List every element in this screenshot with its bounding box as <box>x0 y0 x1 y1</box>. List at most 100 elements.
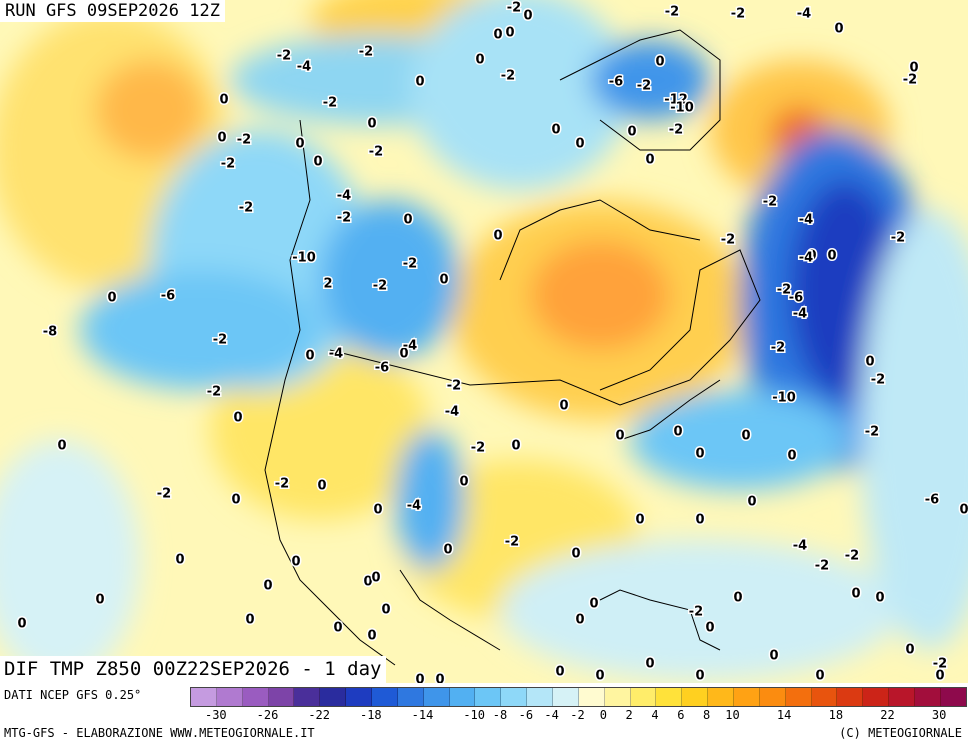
anomaly-fill <box>0 0 968 680</box>
contour-label: -4 <box>793 307 807 322</box>
contour-label: -2 <box>865 425 879 440</box>
scale-tick-label: 10 <box>725 708 740 722</box>
contour-label: 0 <box>371 571 380 586</box>
contour-label: -2 <box>731 7 745 22</box>
contour-label: 0 <box>769 649 778 664</box>
contour-label: 0 <box>367 629 376 644</box>
contour-label: -10 <box>670 101 694 116</box>
scale-swatch <box>915 688 941 706</box>
scale-tick-label: 22 <box>880 708 895 722</box>
contour-label: 0 <box>807 249 816 264</box>
contour-label: -2 <box>721 233 735 248</box>
scale-swatch <box>294 688 321 706</box>
scale-swatch <box>578 688 605 706</box>
contour-label: 0 <box>909 61 918 76</box>
scale-tick-label: 0 <box>599 708 607 722</box>
contour-label: 0 <box>905 643 914 658</box>
scale-swatch <box>501 688 528 706</box>
scale-swatch <box>423 688 450 706</box>
contour-label: 0 <box>245 613 254 628</box>
contour-label: -2 <box>239 201 253 216</box>
contour-label: -2 <box>207 385 221 400</box>
scale-tick-label: 4 <box>651 708 659 722</box>
scale-swatch <box>449 688 476 706</box>
contour-label: 0 <box>415 75 424 90</box>
scale-swatch <box>863 688 890 706</box>
scale-swatch <box>475 688 502 706</box>
contour-label: -6 <box>609 75 623 90</box>
contour-label: 0 <box>851 587 860 602</box>
contour-label: -6 <box>161 289 175 304</box>
scale-tick-label: -18 <box>359 708 382 722</box>
contour-label: -2 <box>665 5 679 20</box>
scale-swatch <box>397 688 424 706</box>
contour-label: -2 <box>157 487 171 502</box>
contour-label: 0 <box>551 123 560 138</box>
contour-label: 0 <box>571 547 580 562</box>
contour-label: -6 <box>789 291 803 306</box>
contour-label: -2 <box>471 441 485 456</box>
contour-label: -8 <box>43 325 57 340</box>
scale-swatch <box>785 688 812 706</box>
scale-swatch <box>682 688 709 706</box>
contour-label: 0 <box>523 9 532 24</box>
scale-swatch <box>553 688 579 706</box>
contour-label: 0 <box>511 439 520 454</box>
contour-label: 0 <box>305 349 314 364</box>
contour-label: -2 <box>237 133 251 148</box>
field-title: DIF TMP Z850 00Z22SEP2026 - 1 day <box>0 656 386 683</box>
contour-label: 0 <box>635 513 644 528</box>
contour-label: 0 <box>589 597 598 612</box>
contour-label: -2 <box>903 73 917 88</box>
scale-tick-label: -4 <box>544 708 559 722</box>
scale-tick-label: 14 <box>776 708 792 722</box>
contour-label: 0 <box>439 273 448 288</box>
footer-credit: MTG-GFS - ELABORAZIONE WWW.METEOGIORNALE… <box>4 726 315 740</box>
contour-label: 0 <box>959 503 968 518</box>
contour-label: 0 <box>295 137 304 152</box>
contour-label: 0 <box>865 355 874 370</box>
contour-label: 0 <box>231 493 240 508</box>
contour-label: 0 <box>673 425 682 440</box>
contour-label: 0 <box>363 575 372 590</box>
contour-label: -4 <box>329 347 343 362</box>
scale-swatch <box>242 688 269 706</box>
contour-label: 0 <box>403 213 412 228</box>
contour-label: 0 <box>615 429 624 444</box>
scale-swatch <box>630 688 657 706</box>
contour-label: -4 <box>407 499 421 514</box>
contour-label: 0 <box>627 125 636 140</box>
contour-label: -2 <box>669 123 683 138</box>
contour-label: -2 <box>505 535 519 550</box>
scale-swatch <box>191 688 217 706</box>
contour-label: 0 <box>367 117 376 132</box>
contour-label: -2 <box>507 1 521 16</box>
run-title: RUN GFS 09SEP2026 12Z <box>0 0 225 22</box>
contour-label: 0 <box>733 591 742 606</box>
contour-label: -2 <box>501 69 515 84</box>
color-scale-bar <box>190 687 967 707</box>
contour-label: 0 <box>493 229 502 244</box>
contour-label: 0 <box>17 617 26 632</box>
contour-label: -6 <box>925 493 939 508</box>
contour-label: -2 <box>337 211 351 226</box>
contour-label: -4 <box>799 251 813 266</box>
contour-label: 0 <box>575 613 584 628</box>
contour-label: 0 <box>875 591 884 606</box>
contour-label: 0 <box>475 53 484 68</box>
contour-label: -2 <box>891 231 905 246</box>
scale-swatch <box>837 688 864 706</box>
scale-swatch <box>940 688 966 706</box>
contour-label: 0 <box>493 28 502 43</box>
contour-label: 0 <box>559 399 568 414</box>
contour-label: 0 <box>291 555 300 570</box>
contour-label: -2 <box>275 477 289 492</box>
contour-label: 0 <box>57 439 66 454</box>
contour-label: -4 <box>337 189 351 204</box>
contour-label: -2 <box>777 283 791 298</box>
contour-label: -2 <box>213 333 227 348</box>
scale-tick-label: 2 <box>625 708 633 722</box>
scale-swatch <box>734 688 760 706</box>
